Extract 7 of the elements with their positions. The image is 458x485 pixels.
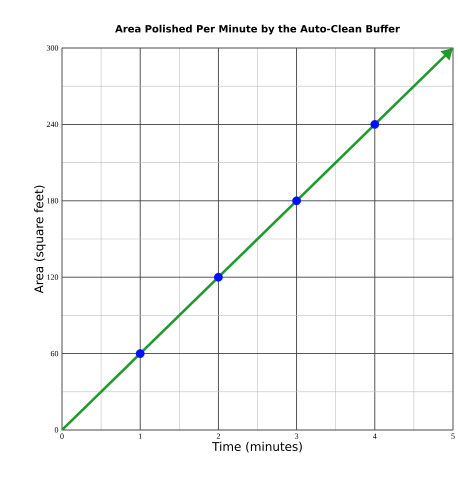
y-axis-title: Area (square feet)	[34, 186, 46, 294]
point	[370, 120, 380, 129]
chart-title: Area Polished Per Minute by the Auto-Clean Buffer	[115, 24, 400, 35]
point	[136, 349, 144, 358]
point	[292, 196, 301, 206]
x-axis-title: Time (minutes)	[212, 442, 302, 452]
point	[214, 272, 223, 282]
